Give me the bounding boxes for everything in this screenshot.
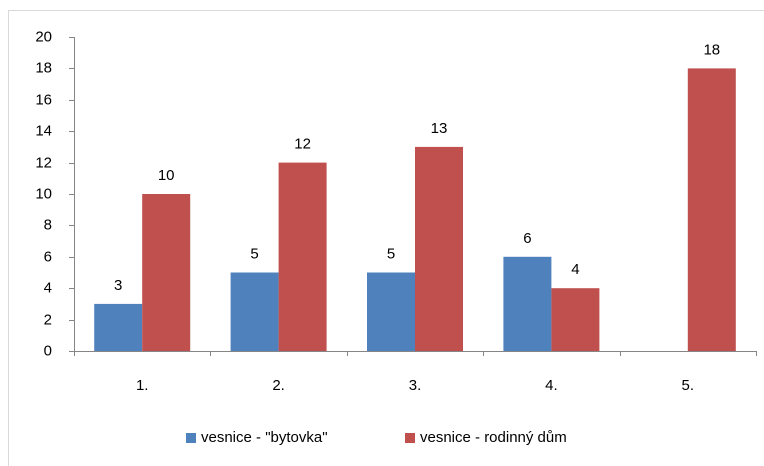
data-label: 10 — [158, 167, 175, 184]
y-tick-label: 6 — [44, 248, 52, 265]
data-label: 18 — [703, 41, 720, 58]
chart-frame — [8, 10, 764, 466]
data-label: 5 — [387, 245, 395, 262]
x-tick-label: 1. — [136, 377, 149, 394]
y-tick-label: 4 — [44, 279, 52, 296]
data-label: 3 — [114, 277, 122, 294]
bar — [551, 288, 600, 351]
y-tick-label: 2 — [44, 311, 52, 328]
y-tick-label: 18 — [35, 59, 52, 76]
x-tick-label: 2. — [272, 377, 285, 394]
legend-label: vesnice - "bytovka" — [201, 429, 328, 446]
bar — [415, 146, 463, 351]
data-label: 12 — [294, 136, 311, 153]
y-tick-label: 12 — [35, 154, 52, 171]
bar — [687, 68, 736, 352]
y-tick-label: 14 — [35, 122, 52, 139]
y-tick-label: 16 — [35, 91, 52, 108]
data-label: 5 — [250, 245, 258, 262]
data-label: 4 — [571, 261, 579, 278]
y-tick-label: 0 — [44, 342, 52, 359]
legend-swatch — [186, 433, 196, 443]
bar — [503, 256, 552, 351]
x-tick-label: 3. — [409, 377, 422, 394]
data-label: 6 — [523, 230, 531, 247]
legend-swatch — [405, 433, 415, 443]
x-tick-label: 5. — [682, 377, 695, 394]
bar — [142, 194, 191, 351]
bar — [94, 303, 143, 351]
bar — [367, 272, 415, 351]
x-tick-label: 4. — [545, 377, 558, 394]
y-tick-label: 8 — [44, 216, 52, 233]
y-tick-label: 20 — [35, 28, 52, 45]
bar — [230, 272, 279, 351]
legend-label: vesnice - rodinný dům — [420, 429, 567, 446]
y-tick-label: 10 — [35, 185, 52, 202]
data-label: 13 — [431, 120, 448, 137]
bar — [278, 162, 327, 351]
